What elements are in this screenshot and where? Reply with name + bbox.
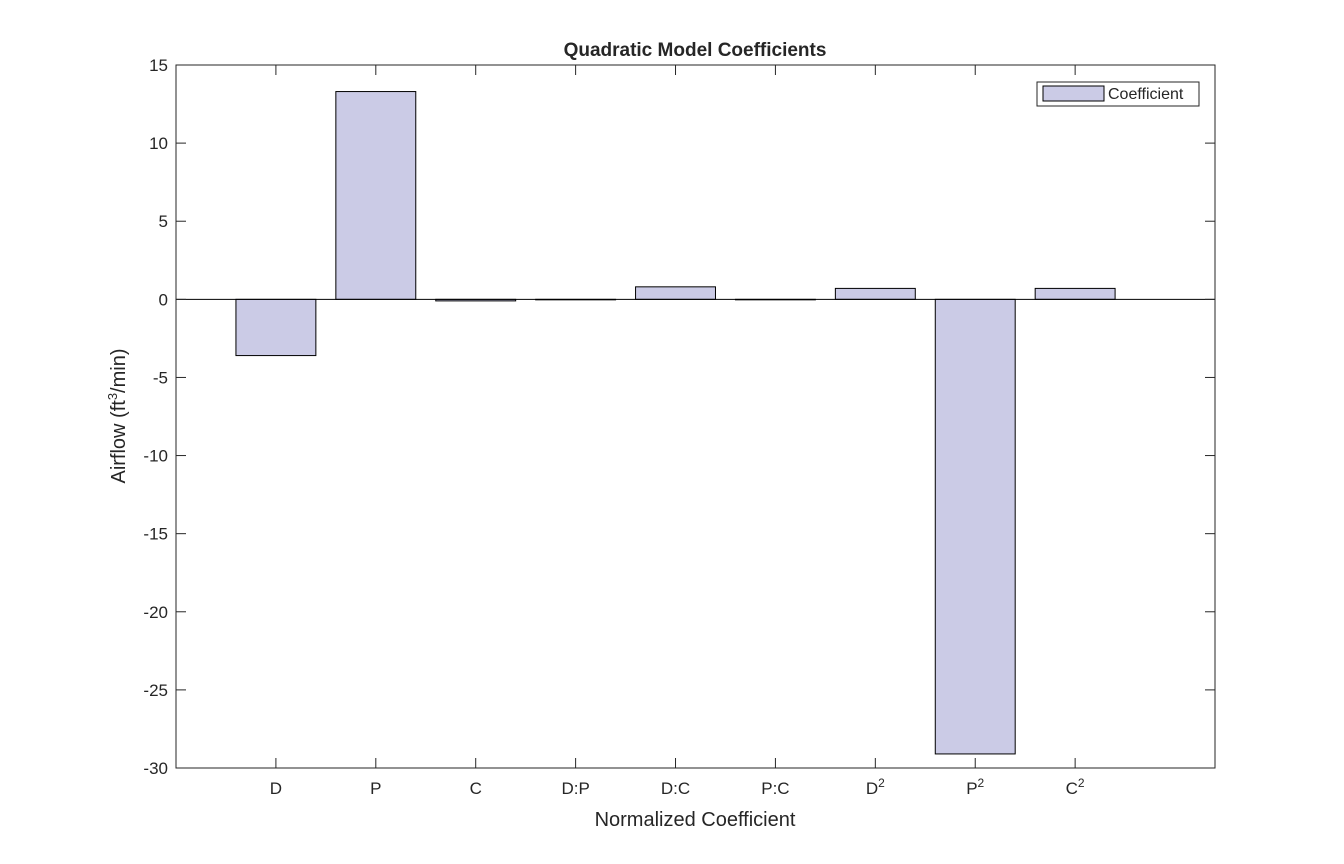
x-tick-label-base: D:C <box>661 779 690 798</box>
bar-1 <box>335 91 417 300</box>
x-tick-label-base: P <box>370 779 381 798</box>
legend: Coefficient <box>1036 81 1200 107</box>
x-tick-label-superscript: 2 <box>878 776 885 790</box>
y-axis-label-superscript: 3 <box>105 393 120 400</box>
y-tick-label-9: 15 <box>149 56 168 75</box>
x-tick-label-6: D2 <box>866 776 885 798</box>
x-tick-label-1: P <box>370 779 381 798</box>
x-tick-label-base: C <box>1066 779 1078 798</box>
x-tick-label-3: D:P <box>561 779 589 798</box>
x-tick-label-base: P:C <box>761 779 789 798</box>
x-tick-label-7: P2 <box>966 776 984 798</box>
plot-area-background <box>176 65 1215 768</box>
x-axis-label: Normalized Coefficient <box>595 809 796 831</box>
y-axis-label: Airflow (ft3/min) <box>105 348 130 483</box>
bar-6 <box>834 287 916 300</box>
legend-swatch <box>1042 85 1105 102</box>
x-tick-label-4: D:C <box>661 779 690 798</box>
y-tick-label-7: 5 <box>159 212 168 231</box>
x-tick-label-base: D:P <box>561 779 589 798</box>
y-tick-label-2: -20 <box>143 603 168 622</box>
y-axis-label-main: Airflow (ft <box>108 400 130 484</box>
x-tick-label-base: C <box>470 779 482 798</box>
y-tick-label-6: 0 <box>159 290 168 309</box>
y-tick-label-4: -10 <box>143 447 168 466</box>
y-axis-label-unit: /min) <box>108 348 130 392</box>
x-tick-label-superscript: 2 <box>978 776 985 790</box>
x-tick-label-8: C2 <box>1066 776 1085 798</box>
x-tick-label-superscript: 2 <box>1078 776 1085 790</box>
x-tick-label-base: D <box>866 779 878 798</box>
y-tick-label-0: -30 <box>143 759 168 778</box>
x-axis: D P C D:P D:C P:C D2 P2 C2 <box>270 65 1085 798</box>
bar-7 <box>934 298 1016 755</box>
y-tick-label-3: -15 <box>143 525 168 544</box>
bars-layer <box>235 91 1116 755</box>
y-tick-label-1: -25 <box>143 681 168 700</box>
x-tick-label-base: D <box>270 779 282 798</box>
x-tick-label-5: P:C <box>761 779 789 798</box>
y-tick-label-5: -5 <box>153 368 168 387</box>
legend-label: Coefficient <box>1108 86 1184 103</box>
bar-8 <box>1034 287 1116 300</box>
y-tick-label-8: 10 <box>149 134 168 153</box>
bar-0 <box>235 298 317 357</box>
x-tick-label-0: D <box>270 779 282 798</box>
y-axis: -30 -25 -20 -15 -10 -5 0 5 10 15 <box>143 56 1215 778</box>
x-tick-label-2: C <box>470 779 482 798</box>
plot-area-frame <box>175 64 1216 769</box>
chart-title: Quadratic Model Coefficients <box>564 40 827 61</box>
x-tick-label-base: P <box>966 779 977 798</box>
bar-4 <box>635 286 716 300</box>
